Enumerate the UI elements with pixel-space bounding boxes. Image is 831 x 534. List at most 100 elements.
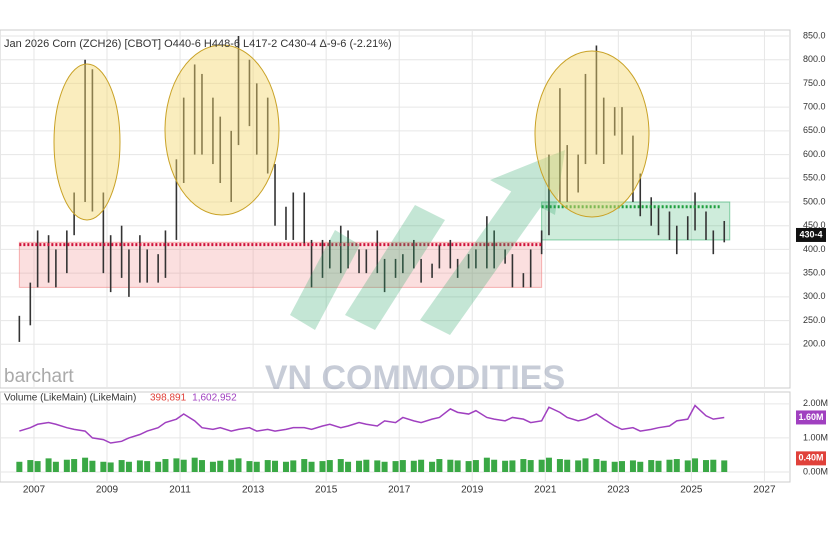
volume-bar [264,460,271,472]
last-price-badge [796,227,826,242]
volume-bar [34,461,41,472]
volume-bar [502,460,509,472]
volume-bar [673,459,680,472]
volume-bar [483,457,490,472]
last-price-label: 430-4 [799,229,822,239]
x-tick-label: 2019 [461,485,484,496]
highlight-ellipse [53,63,121,221]
y-tick-label: 600.0 [803,149,826,159]
volume-bar [345,461,352,472]
x-tick-label: 2011 [169,485,191,496]
y-tick-label: 450.0 [803,220,826,230]
x-tick-label: 2025 [680,485,703,496]
volume-bar [564,459,571,472]
x-tick-label: 2015 [315,485,338,496]
volume-bar [301,459,308,472]
volume-bar [27,460,34,472]
volume-bar [282,461,289,472]
volume-bar [692,458,699,472]
value-badge [796,410,826,425]
volume-bar [374,460,381,472]
y-tick-label: 550.0 [803,173,826,183]
volume-bar [100,461,107,472]
volume-bar [125,461,132,472]
y-tick-label: 750.0 [803,78,826,88]
volume-bar [637,461,644,472]
volume-bar [136,460,143,472]
volume-bar [191,457,198,472]
volume-bar [107,462,114,472]
volume-bar [520,459,527,472]
y-tick-label: 650.0 [803,125,826,135]
volume-bar [308,461,315,472]
watermark: VN COMMODITIES [265,359,565,397]
volume-bar [721,460,728,472]
volume-bar [538,459,545,472]
volume-bar [381,461,388,472]
volume-bar [392,461,399,472]
highlight-ellipse [164,44,280,216]
volume-bar [63,459,70,472]
volume-bar [118,460,125,472]
volume-bar [217,460,224,472]
volume-bar [253,461,260,472]
volume-bar [326,460,333,472]
y-tick-label: 700.0 [803,102,826,112]
y-tick-label: 250.0 [803,315,826,325]
zone [18,241,543,288]
volume-bar [272,460,279,472]
x-tick-label: 2013 [242,485,265,496]
volume-bar [52,461,59,472]
volume-bar [162,459,169,472]
volume-bar [337,459,344,472]
y-tick-label: 500.0 [803,196,826,206]
volume-bar [509,460,516,472]
volume-bar [465,461,472,472]
volume-bar [618,461,625,472]
value-badge-label: 0.40M [798,453,823,463]
x-tick-label: 2023 [607,485,630,496]
volume-bar [556,459,563,472]
readout: 398,891 [150,393,187,404]
volume-bar [582,458,589,472]
y-tick-label: 400.0 [803,244,826,254]
volume-bar [410,460,417,472]
watermark-arrow [290,150,565,335]
volume-bar [235,458,242,472]
volume-bar [454,460,461,472]
volume-bar [89,460,96,472]
volume-bar [363,459,370,472]
y-tick-label: 350.0 [803,268,826,278]
volume-bar [684,460,691,472]
volume-bar [180,459,187,472]
volume-bar [16,461,23,472]
volume-bar [648,460,655,472]
zone [541,201,731,241]
readout: 1,602,952 [192,393,237,404]
volume-bar [71,459,78,472]
y-tick-label: 1.00M [803,432,828,442]
volume-title: Volume (LikeMain) (LikeMain) [4,393,136,404]
y-tick-label: 200.0 [803,339,826,349]
y-tick-label: 2.00M [803,398,828,408]
value-badge [796,451,826,466]
volume-bar [491,459,498,472]
volume-bar [600,460,607,472]
volume-bar [198,460,205,472]
x-tick-label: 2017 [388,485,411,496]
volume-bar [666,459,673,472]
value-badge-label: 1.60M [798,412,823,422]
y-tick-label: 850.0 [803,30,826,40]
volume-bar [418,459,425,472]
volume-bar [228,459,235,472]
y-tick-label: 800.0 [803,54,826,64]
brand: barchart [4,366,74,387]
highlight-ellipse [534,50,650,218]
x-tick-label: 2027 [753,485,776,496]
x-tick-label: 2021 [534,485,557,496]
volume-bar [45,458,52,472]
x-tick-label: 2009 [96,485,119,496]
volume-bar [710,459,717,472]
volume-bar [246,461,253,472]
volume-bar [290,460,297,472]
